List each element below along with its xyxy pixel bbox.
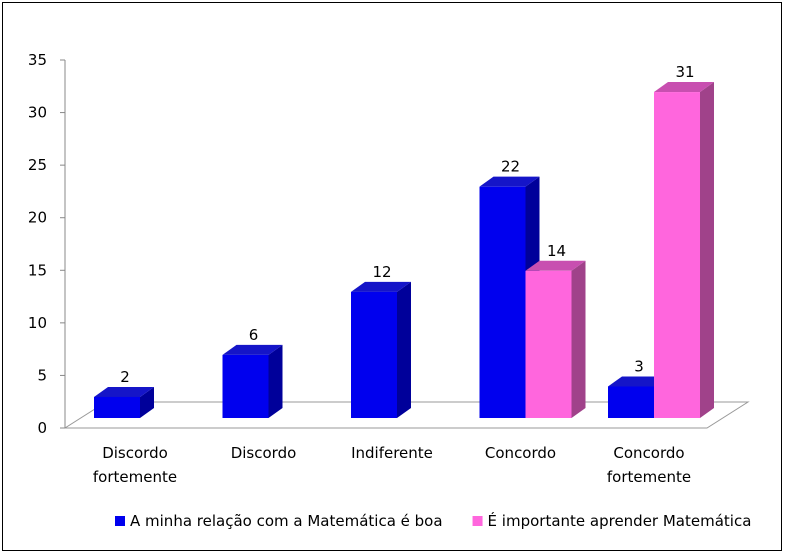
bar-front — [654, 92, 700, 419]
y-tick-label: 35 — [28, 51, 47, 69]
bar-side — [571, 260, 586, 418]
bar-1-3 — [525, 260, 586, 418]
data-label: 3 — [634, 357, 644, 375]
bar-top — [525, 260, 586, 271]
bar-side — [397, 281, 411, 418]
bar-top — [222, 344, 283, 355]
bar-1-4 — [654, 82, 714, 419]
data-label: 14 — [547, 242, 566, 260]
legend-label: É importante aprender Matemática — [488, 511, 752, 530]
data-label: 31 — [675, 63, 694, 81]
bar-front — [525, 270, 572, 418]
category-label: Concordo — [485, 444, 556, 462]
category-label: Concordo — [613, 444, 684, 462]
y-tick-label: 30 — [28, 104, 47, 122]
bar-side — [268, 344, 283, 418]
category-label: Discordo — [231, 444, 297, 462]
data-label: 6 — [249, 326, 259, 344]
bar-top — [351, 281, 411, 292]
labels: Discordo fortemente Discordo Indiferente Con… — [93, 63, 695, 486]
bar-0-0 — [94, 386, 154, 418]
bar-front — [608, 386, 654, 418]
bar-top — [94, 386, 154, 397]
data-label: 12 — [372, 263, 391, 281]
category-label: fortemente — [93, 468, 177, 486]
bars — [94, 82, 714, 419]
y-tick-label: 25 — [28, 156, 47, 174]
bar-front — [222, 354, 269, 418]
bar-top — [479, 176, 540, 187]
legend: A minha relação com a Matemática é boa É … — [115, 511, 751, 530]
bar-side — [140, 386, 154, 418]
bar-front — [351, 291, 397, 418]
bar-side — [700, 82, 714, 419]
y-tick-label: 10 — [28, 314, 47, 332]
legend-item-1: É importante aprender Matemática — [472, 511, 752, 530]
category-label: Discordo — [102, 444, 168, 462]
y-tick-label: 15 — [28, 261, 47, 279]
data-label: 2 — [120, 368, 130, 386]
bar-front — [479, 186, 526, 418]
bar-top — [654, 82, 714, 93]
legend-swatch — [115, 516, 125, 526]
y-tick-label: 20 — [28, 209, 47, 227]
y-tick-label: 5 — [37, 366, 47, 384]
legend-item-0: A minha relação com a Matemática é boa — [115, 512, 443, 530]
bar-0-1 — [222, 344, 283, 418]
category-label: Indiferente — [351, 444, 433, 462]
category-label: fortemente — [607, 468, 691, 486]
bar-0-2 — [351, 281, 411, 418]
data-label: 22 — [501, 158, 520, 176]
legend-swatch — [472, 516, 483, 526]
legend-label: A minha relação com a Matemática é boa — [130, 512, 443, 530]
y-tick-label: 0 — [37, 419, 47, 437]
bar-top — [608, 376, 668, 387]
bar-front — [94, 396, 140, 418]
